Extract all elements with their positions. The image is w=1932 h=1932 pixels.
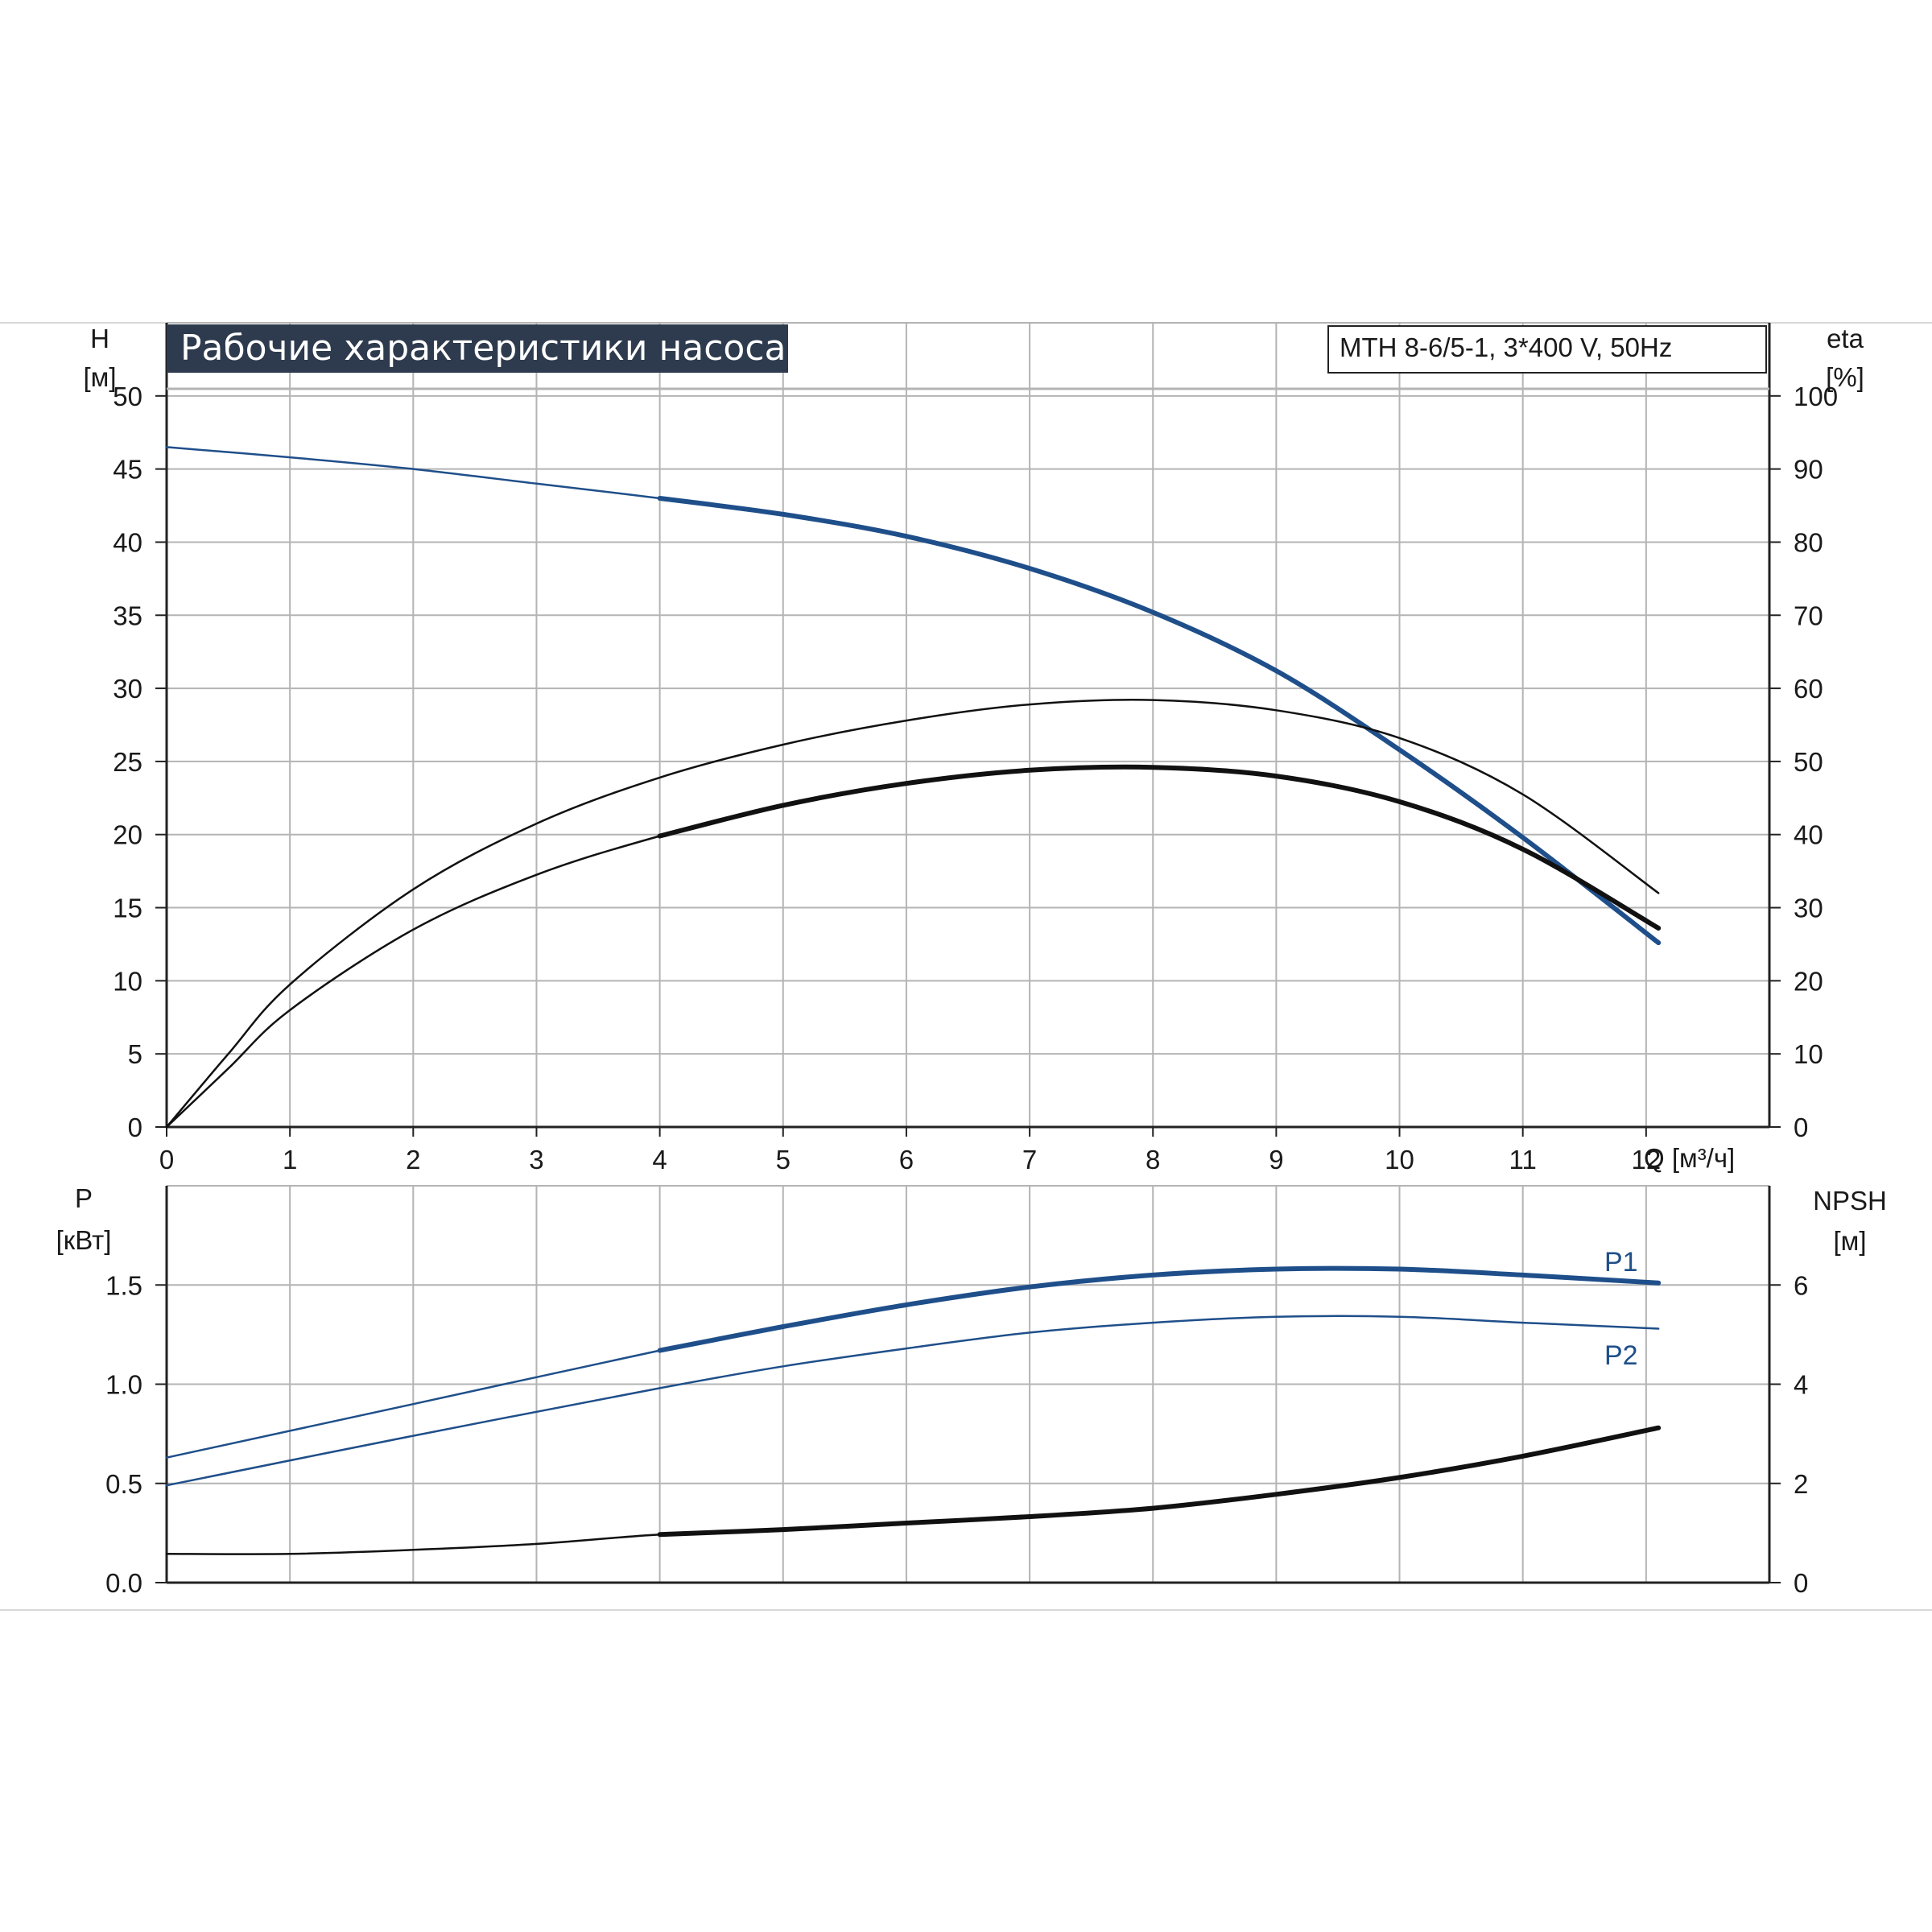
tick-label: 0.5 xyxy=(105,1469,142,1499)
curve-thin xyxy=(165,1426,1660,1555)
tick-label: 80 xyxy=(1794,527,1823,557)
tick-label: 10 xyxy=(1794,1039,1823,1069)
eta-axis-unit: [%] xyxy=(1826,362,1864,392)
p2-label: P2 xyxy=(1604,1340,1638,1371)
npsh-axis-unit: [м] xyxy=(1833,1226,1866,1256)
top-grid xyxy=(165,322,1771,1129)
tick-label: 30 xyxy=(1794,894,1823,923)
top-curves xyxy=(165,446,1662,1129)
h-axis-title: H xyxy=(90,324,109,353)
tick-label: 40 xyxy=(1794,820,1823,850)
tick-label: 0 xyxy=(128,1113,142,1142)
x-tick-label: 9 xyxy=(1269,1145,1283,1174)
x-tick-label: 11 xyxy=(1509,1145,1537,1174)
q-axis-title: Q [м³/ч] xyxy=(1644,1143,1735,1173)
chart-title: Рабочие характеристики насоса xyxy=(180,328,786,369)
tick-label: 1.0 xyxy=(105,1370,142,1400)
tick-label: 40 xyxy=(113,527,142,557)
tick-label: 0.0 xyxy=(105,1568,142,1598)
x-tick-label: 8 xyxy=(1146,1145,1160,1174)
tick-label: 5 xyxy=(128,1039,142,1069)
tick-label: 15 xyxy=(113,894,142,923)
tick-label: 20 xyxy=(113,820,142,850)
bottom-right-ticks: 0 2 4 6 xyxy=(1769,1270,1808,1598)
curve-bold xyxy=(657,1265,1662,1353)
bottom-curves xyxy=(165,1265,1662,1555)
x-tick-label: 2 xyxy=(406,1145,420,1174)
x-tick-label: 10 xyxy=(1385,1145,1414,1174)
curve-thin xyxy=(165,446,1660,944)
npsh-axis-title: NPSH xyxy=(1813,1186,1887,1216)
curve-thin xyxy=(165,1267,1660,1459)
curve-thin xyxy=(165,1315,1660,1487)
tick-label: 90 xyxy=(1794,455,1823,485)
curve-thin xyxy=(165,699,1660,1129)
tick-label: 10 xyxy=(113,966,142,996)
tick-label: 2 xyxy=(1794,1469,1808,1499)
h-axis-unit: [м] xyxy=(83,362,116,392)
tick-label: 60 xyxy=(1794,674,1823,704)
tick-label: 20 xyxy=(1794,966,1823,996)
model-label: MTH 8-6/5-1, 3*400 V, 50Hz xyxy=(1340,332,1672,362)
tick-label: 35 xyxy=(113,601,142,630)
curve-bold xyxy=(657,764,1662,931)
x-tick-label: 1 xyxy=(283,1145,297,1174)
tick-label: 100 xyxy=(1794,382,1838,411)
x-tick-label: 6 xyxy=(899,1145,914,1174)
x-tick-label: 5 xyxy=(776,1145,791,1174)
tick-label: 0 xyxy=(1794,1568,1808,1598)
tick-label: 45 xyxy=(113,455,142,485)
x-ticks: 0 1 2 3 4 5 6 7 8 9 10 11 12 xyxy=(159,1127,1661,1174)
p1-label: P1 xyxy=(1604,1247,1638,1278)
x-tick-label: 7 xyxy=(1022,1145,1037,1174)
x-tick-label: 12 xyxy=(1631,1145,1661,1174)
curve-bold xyxy=(657,1425,1662,1538)
top-right-ticks: 0 10 20 30 40 50 60 70 80 90 100 xyxy=(1769,382,1838,1142)
tick-label: 30 xyxy=(113,674,142,704)
p-axis-title: P xyxy=(75,1183,93,1213)
tick-label: 25 xyxy=(113,747,142,777)
eta-axis-title: eta xyxy=(1827,324,1864,353)
x-tick-label: 4 xyxy=(652,1145,667,1174)
tick-label: 50 xyxy=(113,382,142,411)
curve-thin xyxy=(165,766,1660,1129)
bottom-grid xyxy=(165,1185,1771,1584)
x-tick-label: 0 xyxy=(159,1145,174,1174)
tick-label: 70 xyxy=(1794,601,1823,630)
curve-bold xyxy=(657,496,1662,946)
p-axis-unit: [кВт] xyxy=(56,1225,112,1255)
bottom-left-ticks: 0.0 0.5 1.0 1.5 xyxy=(105,1270,167,1598)
tick-label: 0 xyxy=(1794,1113,1808,1142)
top-left-ticks: 0 5 10 15 20 25 30 35 40 45 50 xyxy=(113,382,167,1142)
tick-label: 1.5 xyxy=(105,1270,142,1300)
model-box xyxy=(1327,325,1767,374)
x-tick-label: 3 xyxy=(529,1145,543,1174)
tick-label: 6 xyxy=(1794,1270,1808,1300)
tick-label: 4 xyxy=(1794,1370,1808,1400)
title-banner xyxy=(167,324,788,373)
tick-label: 50 xyxy=(1794,747,1823,777)
